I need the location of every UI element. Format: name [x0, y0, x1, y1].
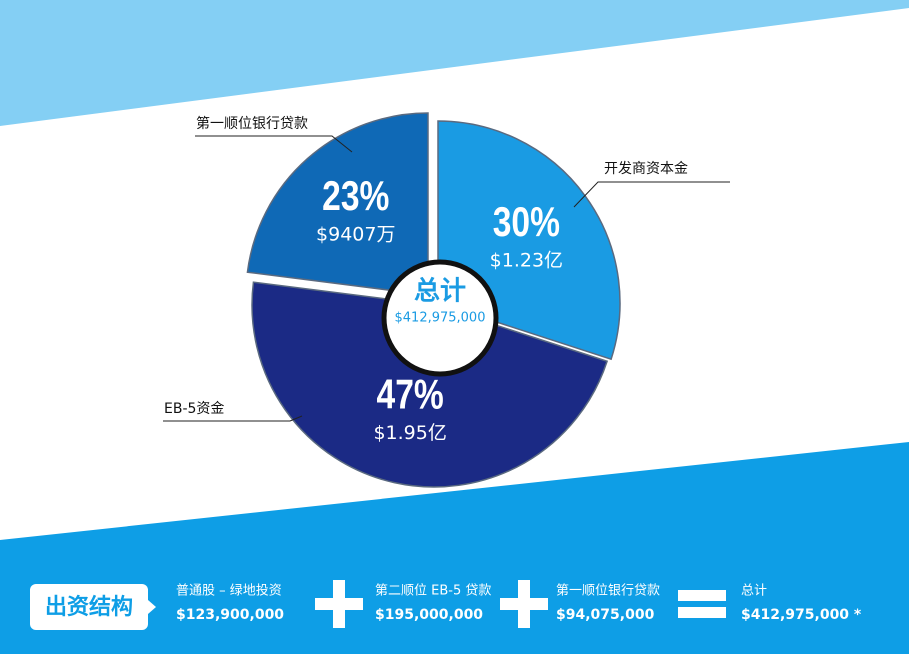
item-label: 普通股 – 绿地投资: [176, 583, 282, 599]
slice-name: 第一顺位银行贷款: [196, 115, 308, 132]
slice-percent: 30%: [493, 199, 560, 245]
center-value: $412,975,000: [395, 311, 486, 326]
top-band: [0, 0, 909, 126]
item-label: 第二顺位 EB-5 贷款: [375, 584, 491, 599]
center-circle: [381, 259, 499, 377]
section-badge: [30, 584, 148, 630]
pie-slice: [251, 281, 609, 488]
equals-sign: [678, 590, 726, 618]
item-amount: $123,900,000: [176, 607, 284, 623]
slice-amount: $1.95亿: [373, 422, 446, 444]
slice-name: EB-5资金: [164, 401, 224, 417]
leader-line: [195, 135, 353, 153]
item-label: 总计: [741, 584, 767, 599]
pie-slice: [246, 112, 429, 296]
item-amount: $412,975,000 *: [741, 607, 862, 623]
badge-arrow: [148, 600, 156, 614]
leader-lines: [163, 135, 730, 422]
slice-amount: $9407万: [316, 224, 395, 246]
item-amount: $195,000,000: [375, 607, 483, 623]
leader-line: [573, 181, 730, 208]
item-label: 第一顺位银行贷款: [556, 584, 660, 599]
slice-percent: 47%: [377, 372, 444, 418]
slice-name: 开发商资本金: [604, 161, 688, 177]
plus-sign: [315, 580, 363, 628]
section-title: 出资结构: [45, 594, 133, 620]
slice-amount: $1.23亿: [490, 249, 563, 271]
slice-percent: 23%: [322, 174, 389, 220]
leader-line: [163, 415, 303, 422]
plus-sign: [500, 580, 548, 628]
item-amount: $94,075,000: [556, 607, 655, 623]
center-title: 总计: [414, 277, 466, 307]
